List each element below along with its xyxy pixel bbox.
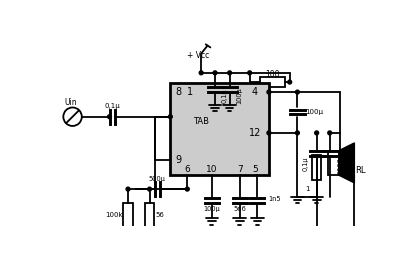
Circle shape: [168, 115, 172, 119]
Bar: [170, 83, 269, 175]
Circle shape: [108, 115, 112, 119]
Text: 7: 7: [237, 165, 242, 173]
Circle shape: [296, 90, 299, 94]
Text: 1000µ: 1000µ: [338, 153, 344, 174]
Circle shape: [148, 187, 152, 191]
Text: 100µ: 100µ: [305, 109, 323, 115]
Circle shape: [315, 131, 318, 135]
Text: 0,1µ: 0,1µ: [105, 103, 120, 109]
Text: 6: 6: [184, 165, 190, 173]
Bar: [312, 155, 321, 180]
Text: 500µ: 500µ: [149, 176, 166, 182]
Text: 1: 1: [305, 186, 310, 192]
Text: 100: 100: [266, 70, 280, 79]
Text: 5n6: 5n6: [233, 206, 246, 212]
Circle shape: [267, 90, 271, 94]
Circle shape: [288, 80, 292, 84]
Circle shape: [213, 71, 217, 75]
Text: 12: 12: [249, 128, 261, 138]
Text: + Vcc: + Vcc: [187, 51, 210, 60]
Circle shape: [296, 131, 299, 135]
Bar: [123, 203, 133, 228]
Text: 5: 5: [252, 165, 258, 173]
Text: TAB: TAB: [193, 117, 209, 126]
Text: 56: 56: [156, 212, 165, 218]
Text: 1: 1: [186, 87, 193, 97]
Circle shape: [185, 187, 189, 191]
Text: 4: 4: [252, 87, 258, 97]
Bar: [145, 203, 154, 228]
Polygon shape: [339, 143, 354, 183]
Circle shape: [199, 71, 203, 75]
Text: 0,1µ: 0,1µ: [222, 89, 228, 103]
Circle shape: [126, 187, 130, 191]
Text: 9: 9: [175, 155, 181, 165]
Text: Uin: Uin: [65, 98, 77, 107]
Text: 1n5: 1n5: [268, 196, 281, 202]
Circle shape: [228, 71, 232, 75]
Bar: [260, 77, 285, 87]
Circle shape: [328, 131, 332, 135]
Text: 10: 10: [206, 165, 218, 173]
Text: RL: RL: [355, 166, 366, 175]
Circle shape: [267, 131, 271, 135]
Text: 100k: 100k: [105, 212, 123, 218]
Bar: [328, 151, 339, 175]
Text: 8: 8: [175, 87, 181, 97]
Circle shape: [248, 71, 252, 75]
Text: 100µ: 100µ: [204, 206, 220, 212]
Text: 0,1µ: 0,1µ: [303, 156, 309, 171]
Text: 100µ: 100µ: [237, 88, 243, 104]
